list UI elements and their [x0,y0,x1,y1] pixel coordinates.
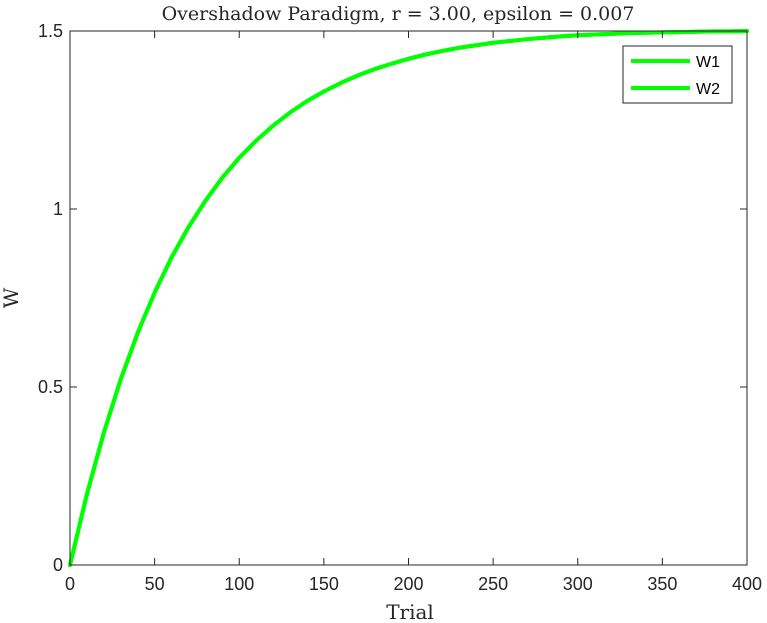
y-tick-label: 0 [53,555,63,575]
x-tick-label: 250 [478,574,508,594]
x-tick-label: 100 [224,574,254,594]
legend-label-w1: W1 [696,54,720,71]
y-tick-label: 1 [53,199,63,219]
legend-box [622,45,733,104]
x-tick-label: 350 [647,574,677,594]
y-tick-label: 1.5 [38,21,63,41]
ticks-layer: 0 50 100 150 200 250 300 350 400 0 0.5 1 1.5 [38,21,762,594]
x-tick-label: 50 [145,574,165,594]
x-tick-label: 150 [309,574,339,594]
x-tick-label: 0 [65,574,75,594]
chart-title: Overshadow Paradigm, r = 3.00, epsilon =… [162,3,635,25]
legend-label-w2: W2 [696,81,720,98]
y-tick-label: 0.5 [38,377,63,397]
y-axis-label: W [0,287,23,308]
x-tick-label: 400 [732,574,762,594]
x-axis-label: Trial [386,600,434,623]
series-line-w2 [68,29,749,567]
x-tick-label: 200 [393,574,423,594]
x-tick-label: 300 [563,574,593,594]
legend: W1 W2 [622,45,733,104]
series-layer [68,29,749,567]
plot-area [70,31,747,565]
